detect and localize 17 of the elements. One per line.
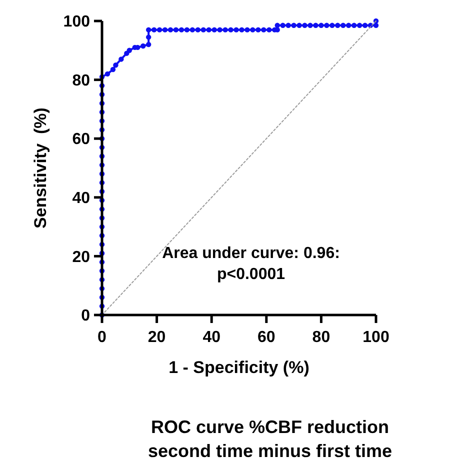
text: ROC curve %CBF reduction bbox=[150, 417, 390, 437]
y-axis-title: Sensitivity (%) bbox=[31, 108, 50, 228]
y-tick-label: 20 bbox=[72, 248, 90, 266]
x-tick-label: 100 bbox=[362, 329, 390, 346]
y-tick-label: 100 bbox=[63, 14, 90, 31]
y-tick-label: 0 bbox=[81, 308, 90, 325]
x-tick-label: 40 bbox=[202, 329, 221, 346]
x-tick-label: 0 bbox=[98, 329, 107, 346]
x-tick-label: 20 bbox=[148, 329, 166, 346]
annotation: Area under curve: 0.96: p<0.0001 bbox=[162, 245, 340, 284]
y-tick-label: 40 bbox=[72, 190, 90, 207]
x-tick-label: 60 bbox=[258, 329, 276, 346]
text: second time minus first time bbox=[148, 441, 392, 461]
x-axis-title: 1 - Specificity (%) bbox=[168, 358, 310, 377]
y-tick-label: 60 bbox=[72, 131, 90, 148]
x-tick-label: 80 bbox=[312, 329, 330, 346]
y-tick-label: 80 bbox=[72, 72, 90, 90]
